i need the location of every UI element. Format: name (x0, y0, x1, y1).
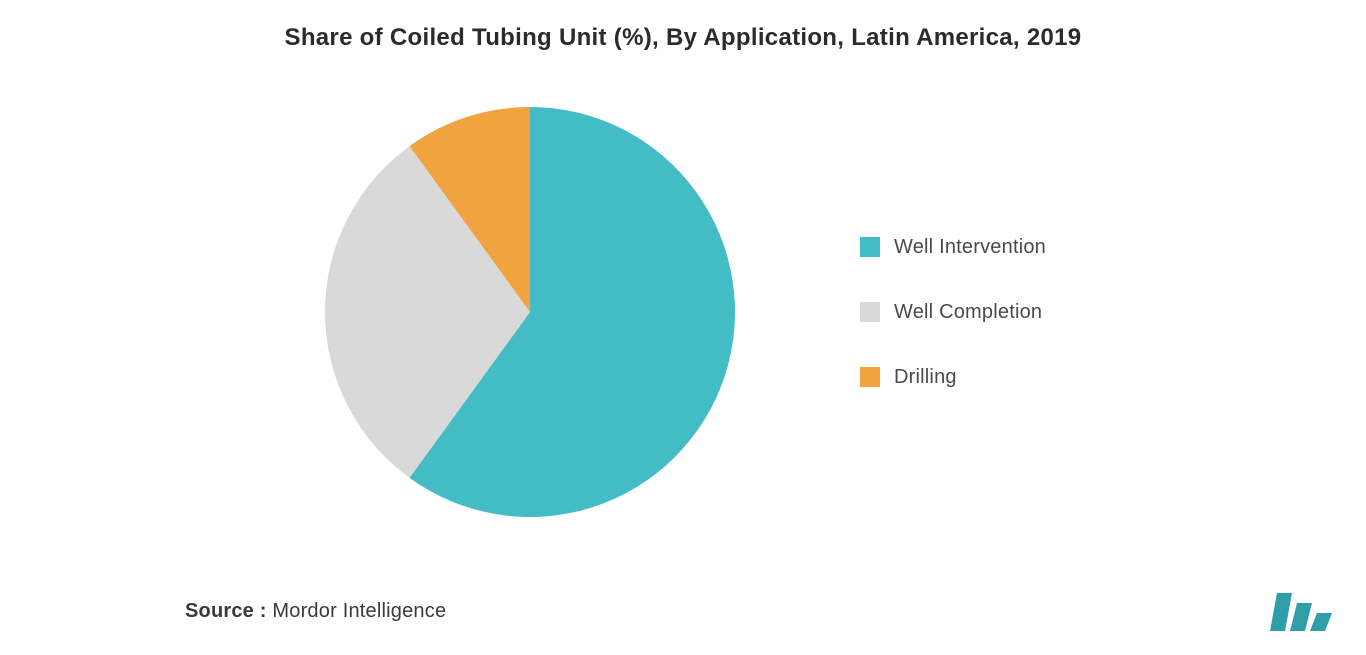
chart-area: Well Intervention Well Completion Drilling (40, 72, 1326, 552)
legend-swatch (860, 302, 880, 322)
legend-label: Well Intervention (894, 236, 1046, 259)
pie-chart (320, 102, 740, 522)
mordor-intelligence-logo-icon (1264, 587, 1336, 635)
legend-swatch (860, 367, 880, 387)
legend-item: Well Intervention (860, 236, 1046, 259)
logo-bar (1310, 613, 1332, 631)
legend-label: Well Completion (894, 301, 1042, 324)
legend-item: Well Completion (860, 301, 1046, 324)
legend-item: Drilling (860, 366, 1046, 389)
legend: Well Intervention Well Completion Drilling (860, 236, 1046, 389)
logo-bar (1290, 603, 1312, 631)
logo-bar (1270, 593, 1292, 631)
source-value: Mordor Intelligence (272, 600, 446, 622)
chart-title: Share of Coiled Tubing Unit (%), By Appl… (40, 24, 1326, 52)
legend-label: Drilling (894, 366, 957, 389)
legend-swatch (860, 237, 880, 257)
source-label: Source : (185, 600, 267, 622)
source-attribution: Source : Mordor Intelligence (185, 600, 446, 623)
